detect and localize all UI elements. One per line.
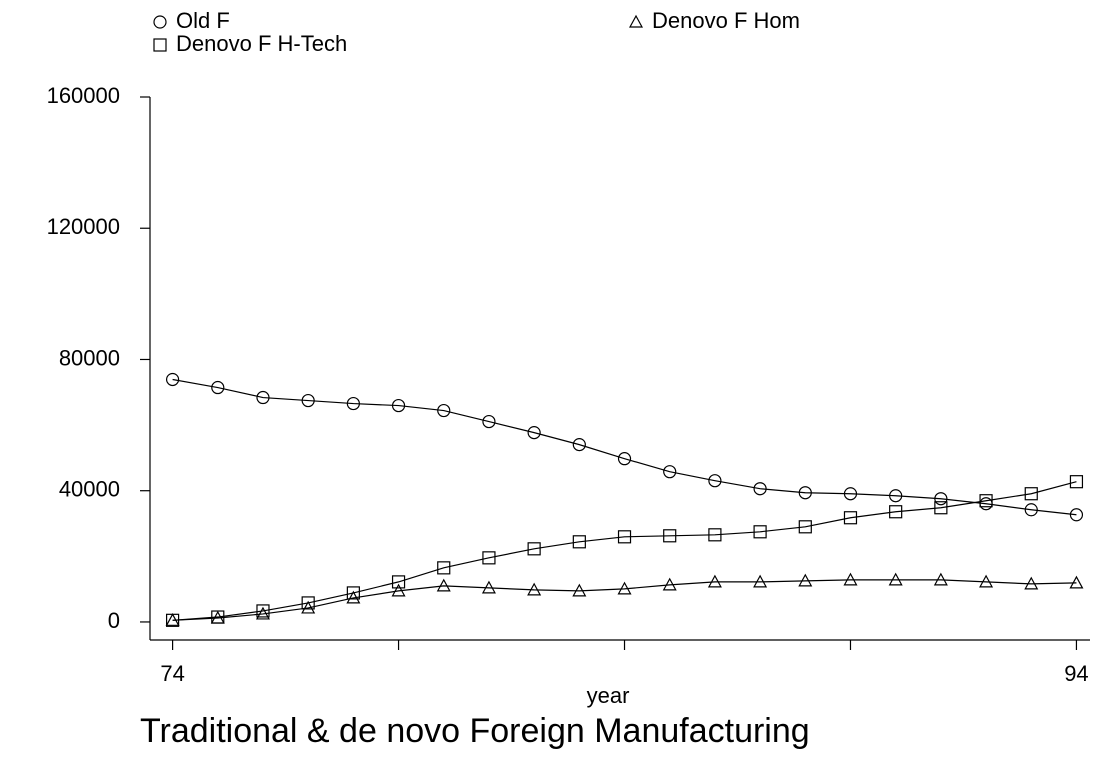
- marker: [437, 561, 451, 575]
- marker: [482, 414, 496, 429]
- marker: [437, 403, 451, 418]
- marker: [843, 487, 858, 501]
- y-tick-label: 160000: [47, 83, 120, 108]
- marker: [663, 529, 677, 543]
- marker: [708, 474, 722, 488]
- marker: [527, 582, 542, 596]
- marker: [391, 583, 406, 597]
- marker: [391, 398, 406, 413]
- marker: [1024, 503, 1038, 517]
- marker: [572, 438, 586, 452]
- legend-marker: [628, 14, 644, 28]
- legend-marker: [153, 38, 167, 52]
- marker: [753, 482, 767, 496]
- series-line: [172, 378, 1077, 516]
- marker: [617, 452, 632, 466]
- marker: [662, 577, 677, 591]
- x-tick-label: 74: [160, 661, 184, 686]
- x-tick-label: 94: [1064, 661, 1088, 686]
- marker: [301, 393, 315, 408]
- marker: [934, 492, 948, 506]
- chart-title: Traditional & de novo Foreign Manufactur…: [140, 712, 810, 750]
- marker: [798, 520, 812, 534]
- marker: [1069, 508, 1084, 522]
- marker: [301, 596, 315, 610]
- marker: [391, 575, 406, 589]
- x-axis-label: year: [587, 683, 630, 708]
- marker: [1069, 575, 1084, 589]
- marker: [255, 606, 270, 620]
- legend-label: Denovo F H-Tech: [176, 31, 347, 56]
- marker: [617, 581, 632, 595]
- legend-marker: [153, 15, 167, 29]
- marker: [753, 574, 768, 588]
- marker: [211, 380, 225, 395]
- series-line: [172, 481, 1077, 621]
- marker: [888, 572, 903, 586]
- marker: [753, 525, 767, 539]
- marker: [527, 426, 541, 440]
- marker: [346, 396, 360, 411]
- marker: [933, 572, 948, 586]
- marker: [1024, 576, 1039, 590]
- marker: [798, 573, 813, 587]
- marker: [346, 590, 361, 604]
- series-line: [172, 579, 1077, 621]
- marker: [1024, 487, 1038, 501]
- marker: [165, 372, 180, 387]
- marker: [708, 528, 722, 542]
- marker: [1069, 475, 1084, 489]
- marker: [346, 586, 360, 600]
- marker: [798, 486, 812, 500]
- y-tick-label: 80000: [59, 345, 120, 370]
- marker: [663, 465, 677, 479]
- y-tick-label: 120000: [47, 214, 120, 239]
- marker: [165, 613, 180, 627]
- marker: [707, 574, 722, 588]
- marker: [889, 505, 903, 519]
- marker: [889, 489, 903, 503]
- marker: [934, 501, 948, 515]
- marker: [481, 580, 496, 594]
- legend-label: Old F: [176, 8, 230, 33]
- y-tick-label: 0: [108, 608, 120, 633]
- marker: [843, 572, 858, 586]
- marker: [256, 390, 270, 405]
- marker: [979, 574, 994, 588]
- marker: [572, 583, 587, 597]
- marker: [436, 578, 451, 592]
- y-tick-label: 40000: [59, 477, 120, 502]
- marker: [482, 551, 496, 565]
- marker: [843, 511, 858, 525]
- marker: [301, 600, 316, 614]
- marker: [617, 530, 632, 544]
- marker: [979, 494, 993, 508]
- marker: [527, 542, 541, 556]
- marker: [572, 535, 586, 549]
- legend-label: Denovo F Hom: [652, 8, 800, 33]
- marker: [211, 610, 225, 624]
- marker: [256, 604, 270, 618]
